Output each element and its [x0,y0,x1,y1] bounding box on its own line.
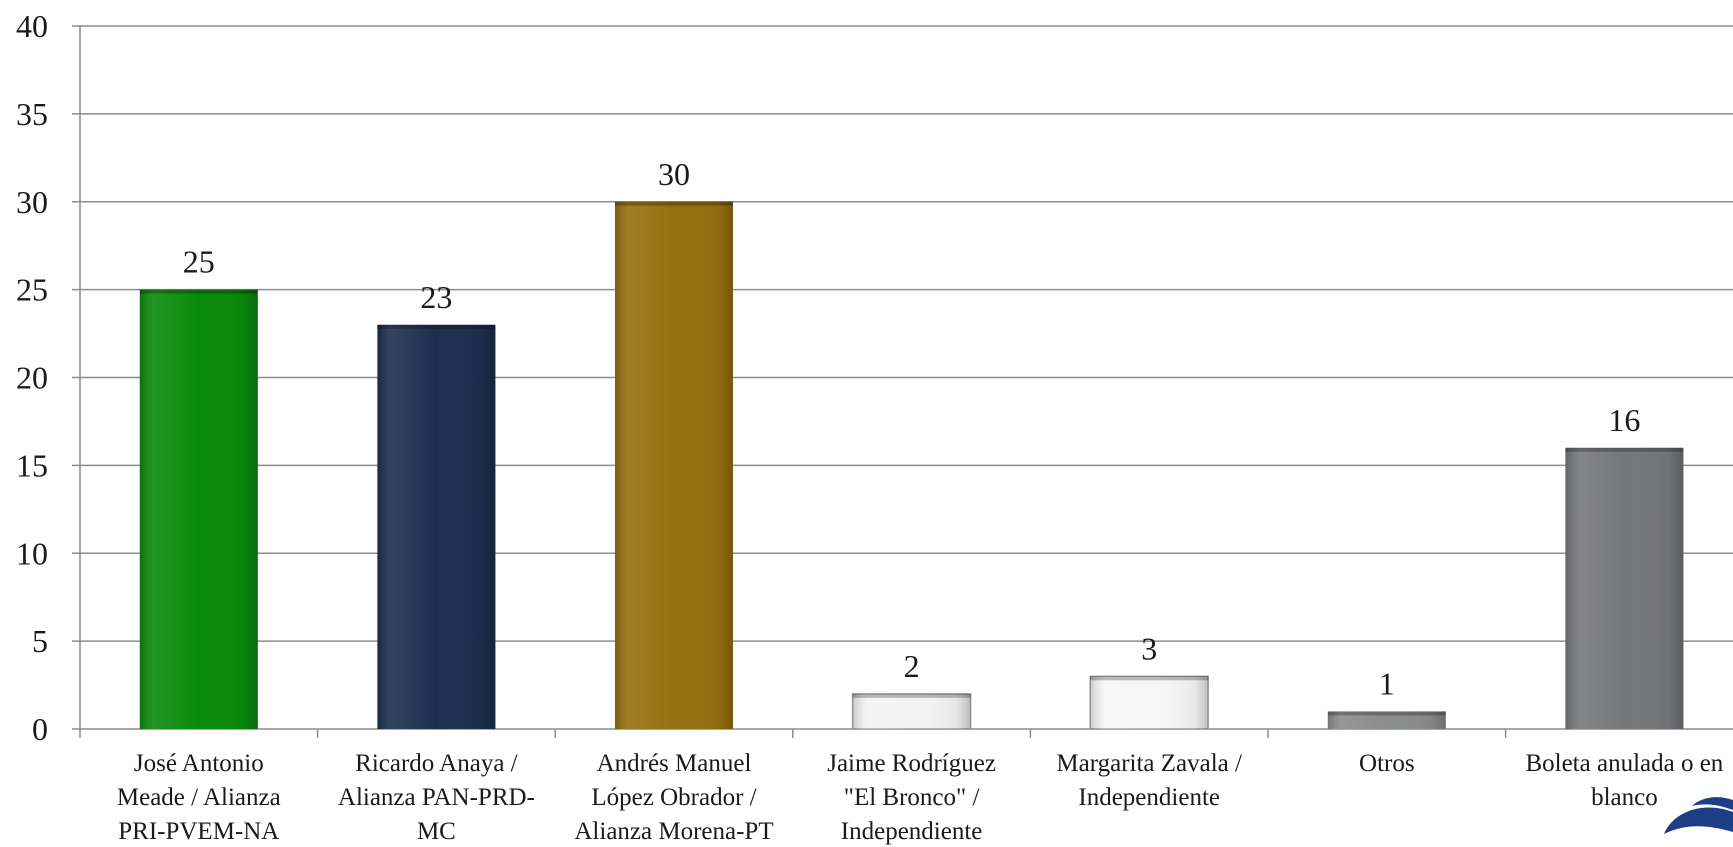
x-category-label: José Antonio [134,750,264,777]
x-category-label: Margarita Zavala / [1056,750,1242,777]
bar-top-edge [1327,711,1446,716]
bar-top-edge [852,693,971,698]
x-category-label: Otros [1359,750,1415,777]
bars [139,201,1684,730]
data-label: 25 [183,244,215,280]
bar-shading [1327,711,1446,729]
bar-shading [139,289,258,729]
data-label: 3 [1141,630,1157,666]
bar-top-edge [1565,447,1684,452]
data-label: 2 [904,648,920,684]
x-category-label: PRI-PVEM-NA [118,818,279,845]
gridlines [80,25,1733,642]
axes [72,25,1733,738]
y-tick-label: 40 [16,8,48,44]
bar-top-edge [615,201,733,206]
y-tick-label: 5 [32,623,48,659]
bar-top-edge [1090,676,1209,681]
x-category-label: MC [417,818,456,845]
x-category-label: Andrés Manuel [597,750,752,777]
y-tick-label: 25 [16,272,48,308]
bar-shading [852,693,971,729]
x-category-label: Jaime Rodríguez [827,750,996,777]
x-category-label: Alianza Morena-PT [574,818,773,845]
swoosh-logo-icon [1664,797,1733,834]
x-category-label: Alianza PAN-PRD- [338,784,535,811]
bar-shading [1090,676,1209,729]
x-category-label: blanco [1591,784,1658,811]
y-tick-label: 0 [32,711,48,747]
data-label: 1 [1379,665,1395,701]
y-tick-label: 20 [16,360,48,396]
x-category-label: Meade / Alianza [117,784,281,811]
y-tick-label: 35 [16,96,48,132]
x-category-label: Ricardo Anaya / [355,750,518,777]
x-category-label: "El Bronco" / [844,784,980,811]
data-label: 16 [1608,402,1640,438]
y-tick-label: 15 [16,447,48,483]
x-category-label: López Obrador / [591,784,756,811]
x-category-label: Boleta anulada o en [1525,750,1723,777]
bar-top-edge [377,324,496,329]
y-tick-label: 30 [16,184,48,220]
x-category-label: Independiente [1078,784,1220,811]
data-label: 30 [658,156,690,192]
y-tick-label: 10 [16,535,48,571]
bar-shading [615,201,733,729]
bar-shading [377,324,496,729]
bar-top-edge [139,289,258,294]
x-category-label: Independiente [841,818,983,845]
data-label: 23 [420,279,452,315]
labels: 0 5 10 15 20 25 30 35 40 25 José Antonio Meade / Al… [16,8,1724,845]
bar-shading [1565,447,1684,729]
